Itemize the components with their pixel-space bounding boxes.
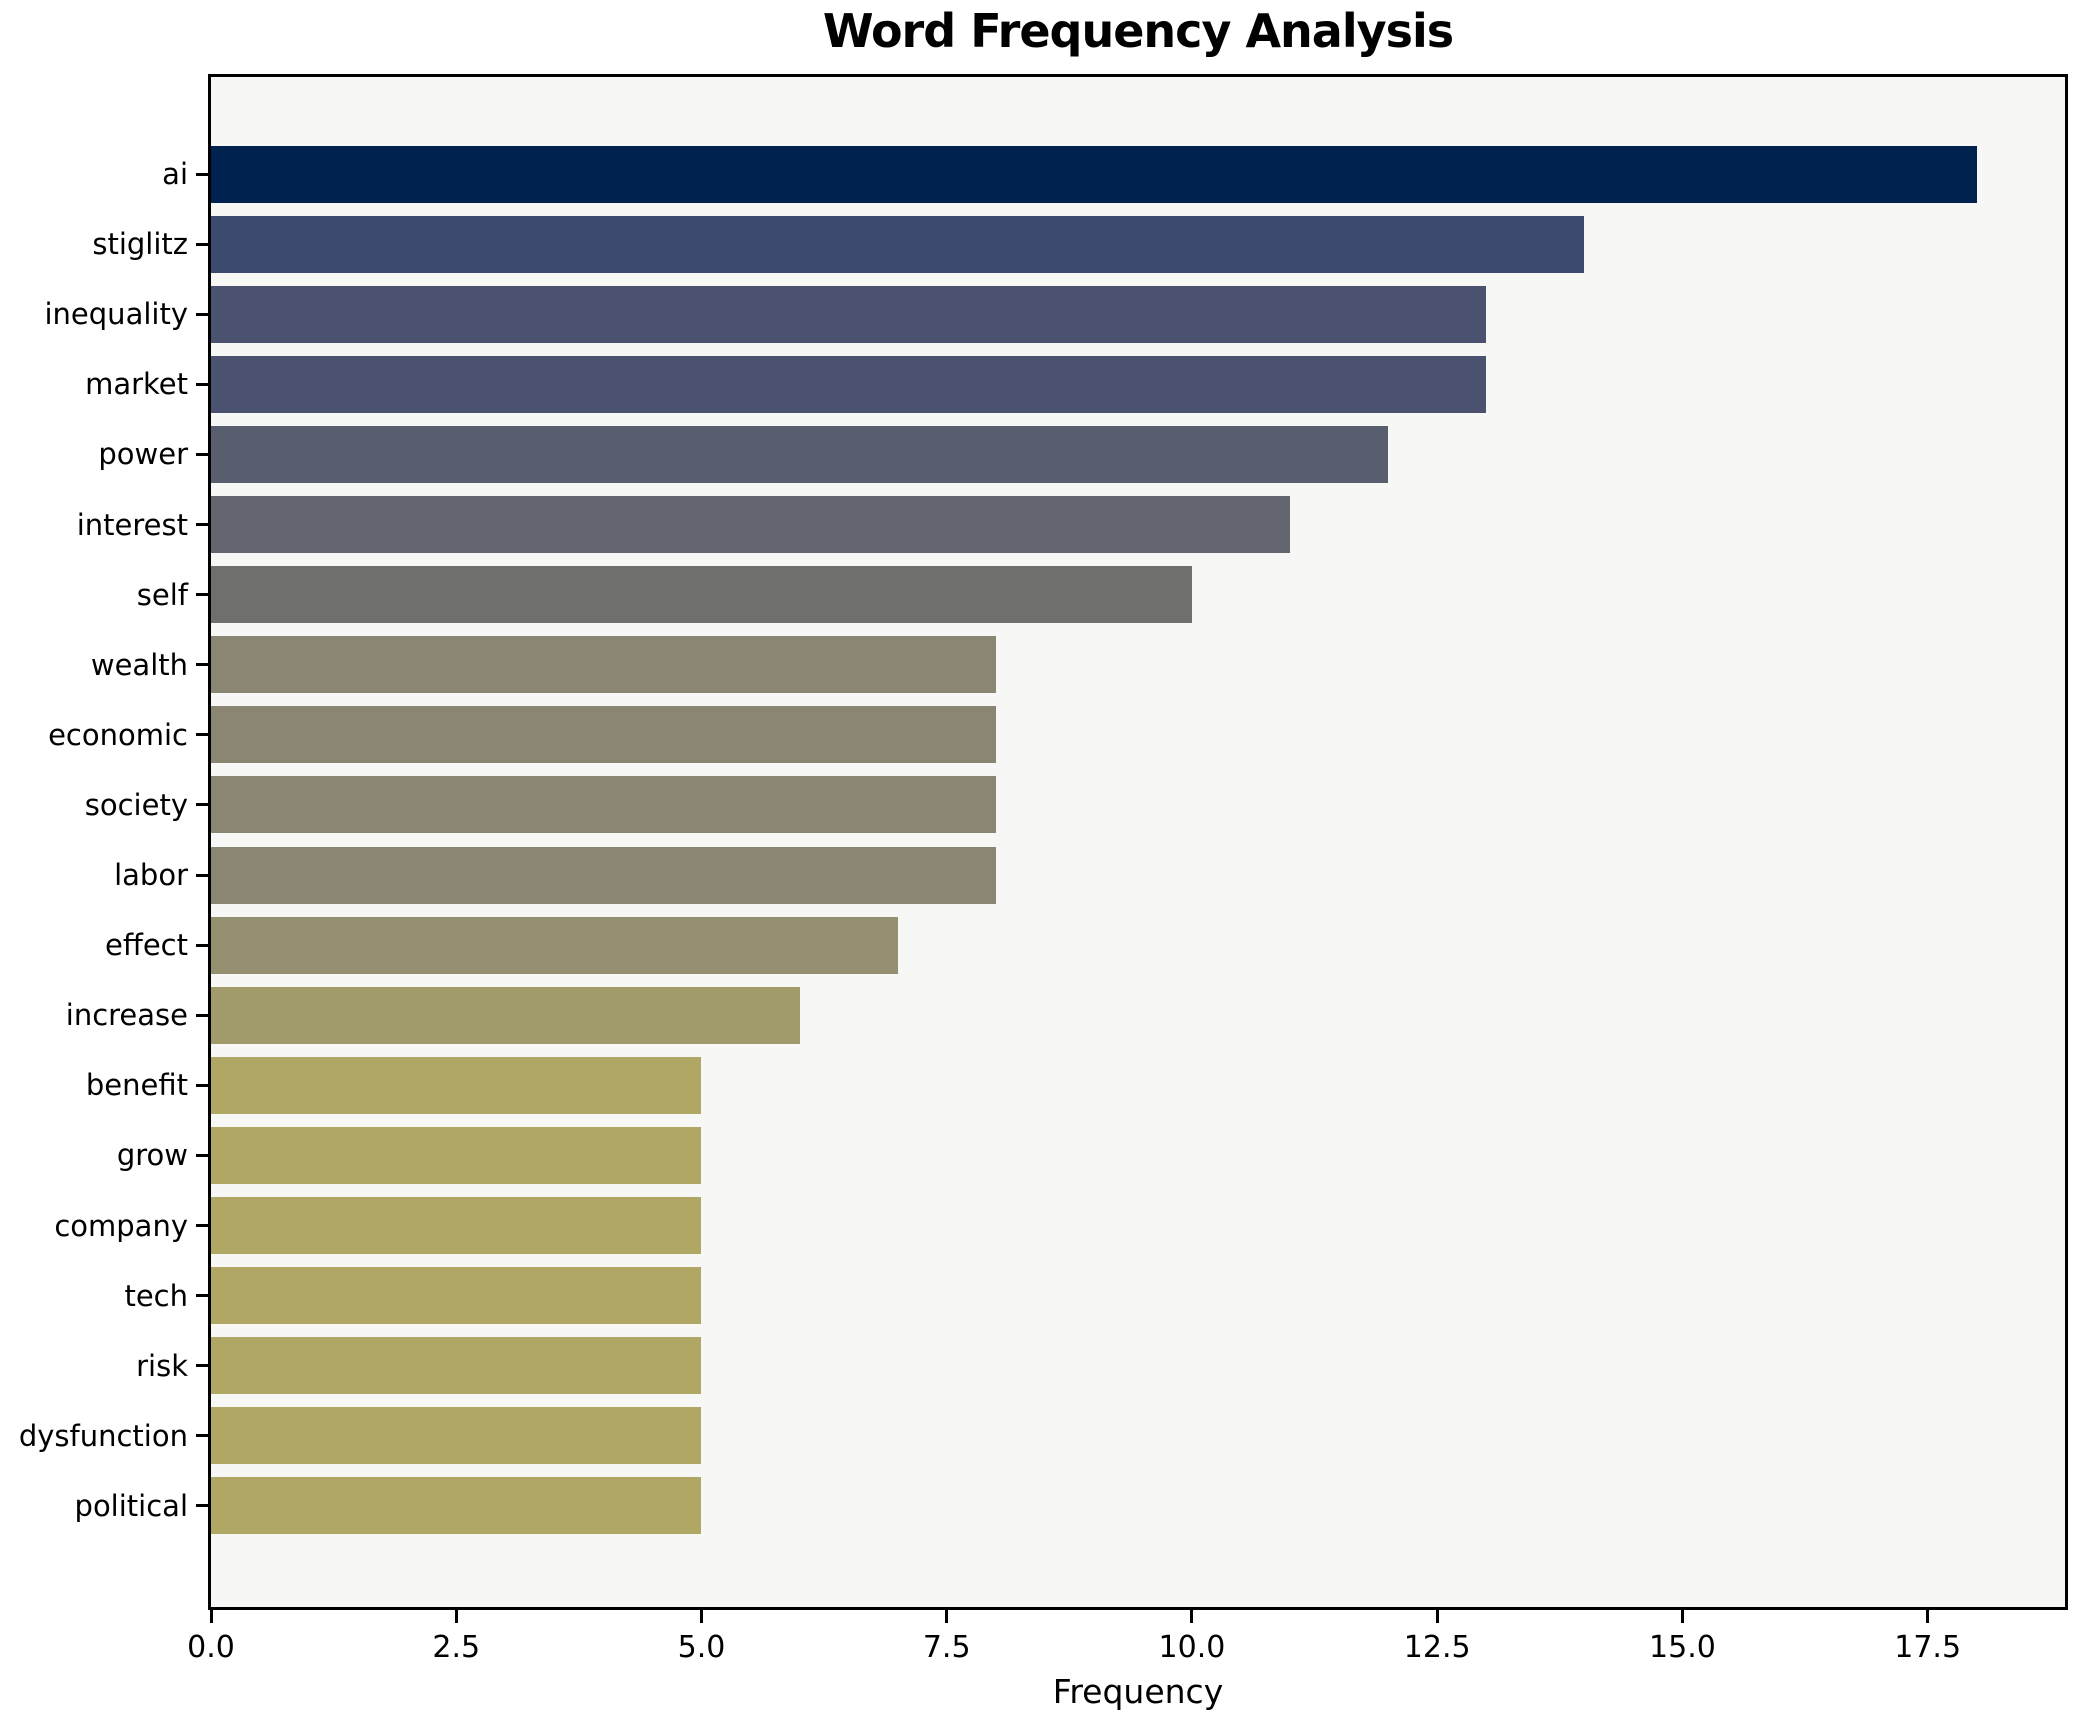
y-tick-label-self: self (136, 577, 188, 612)
x-tick-mark (454, 1610, 458, 1623)
y-tick-mark (196, 943, 208, 947)
y-tick-label-stiglitz: stiglitz (92, 227, 188, 262)
y-tick-mark (196, 733, 208, 737)
bar-wealth (211, 636, 996, 694)
y-tick-mark (196, 1224, 208, 1228)
y-tick-label-labor: labor (114, 858, 188, 893)
x-tick-mark (209, 1610, 213, 1623)
x-tick-mark (699, 1610, 703, 1623)
y-tick-mark (196, 593, 208, 597)
x-tick-mark (945, 1610, 949, 1623)
y-tick-mark (196, 1364, 208, 1368)
bar-interest (211, 496, 1291, 554)
x-tick-label-10.0: 10.0 (1158, 1630, 1226, 1665)
y-tick-mark (196, 1504, 208, 1508)
x-tick-label-0.0: 0.0 (187, 1630, 235, 1665)
bar-power (211, 425, 1389, 483)
bar-ai (211, 145, 1977, 203)
x-tick-label-5.0: 5.0 (677, 1630, 726, 1665)
y-tick-label-society: society (84, 787, 188, 822)
y-tick-mark (196, 312, 208, 316)
bar-market (211, 355, 1487, 413)
bar-effect (211, 916, 898, 974)
bar-benefit (211, 1056, 702, 1114)
x-axis-label: Frequency (1052, 1672, 1224, 1711)
x-tick-mark (1190, 1610, 1194, 1623)
y-tick-mark (196, 523, 208, 527)
y-tick-mark (196, 1294, 208, 1298)
bar-stiglitz (211, 215, 1585, 273)
y-tick-label-grow: grow (116, 1138, 188, 1173)
x-tick-mark (1680, 1610, 1684, 1623)
x-tick-label-12.5: 12.5 (1403, 1630, 1471, 1665)
y-tick-mark (196, 382, 208, 386)
bar-tech (211, 1267, 702, 1325)
bar-risk (211, 1337, 702, 1395)
y-tick-mark (196, 172, 208, 176)
y-tick-label-benefit: benefit (85, 1068, 188, 1103)
y-tick-mark (196, 873, 208, 877)
y-tick-mark (196, 242, 208, 246)
y-tick-mark (196, 803, 208, 807)
y-tick-label-inequality: inequality (44, 297, 189, 332)
bar-grow (211, 1126, 702, 1184)
y-tick-label-tech: tech (124, 1278, 188, 1313)
bar-dysfunction (211, 1407, 702, 1465)
x-tick-label-2.5: 2.5 (432, 1630, 481, 1665)
bar-economic (211, 706, 996, 764)
y-tick-label-interest: interest (76, 507, 188, 542)
x-tick-label-17.5: 17.5 (1894, 1630, 1962, 1665)
y-tick-label-increase: increase (65, 998, 188, 1033)
bar-society (211, 776, 996, 834)
x-tick-label-15.0: 15.0 (1649, 1630, 1716, 1665)
y-tick-label-ai: ai (162, 157, 188, 192)
y-tick-mark (196, 1083, 208, 1087)
y-tick-label-company: company (54, 1208, 188, 1243)
bar-political (211, 1477, 702, 1535)
x-tick-label-7.5: 7.5 (922, 1630, 971, 1665)
y-tick-label-effect: effect (105, 928, 188, 963)
bar-inequality (211, 285, 1487, 343)
y-tick-label-wealth: wealth (90, 647, 188, 682)
x-tick-mark (1926, 1610, 1930, 1623)
y-tick-mark (196, 1013, 208, 1017)
chart-title: Word Frequency Analysis (822, 4, 1454, 58)
y-tick-mark (196, 663, 208, 667)
x-tick-mark (1435, 1610, 1439, 1623)
bar-company (211, 1197, 702, 1255)
bar-labor (211, 846, 996, 904)
y-tick-label-power: power (98, 437, 188, 472)
y-tick-mark (196, 452, 208, 456)
plot-area (208, 74, 2068, 1610)
y-tick-mark (196, 1434, 208, 1438)
y-tick-mark (196, 1153, 208, 1157)
y-tick-label-economic: economic (48, 717, 188, 752)
y-tick-label-market: market (85, 367, 188, 402)
y-tick-label-political: political (74, 1488, 188, 1523)
bar-increase (211, 986, 800, 1044)
bar-self (211, 566, 1192, 624)
y-tick-label-dysfunction: dysfunction (18, 1418, 188, 1453)
y-tick-label-risk: risk (136, 1348, 188, 1383)
